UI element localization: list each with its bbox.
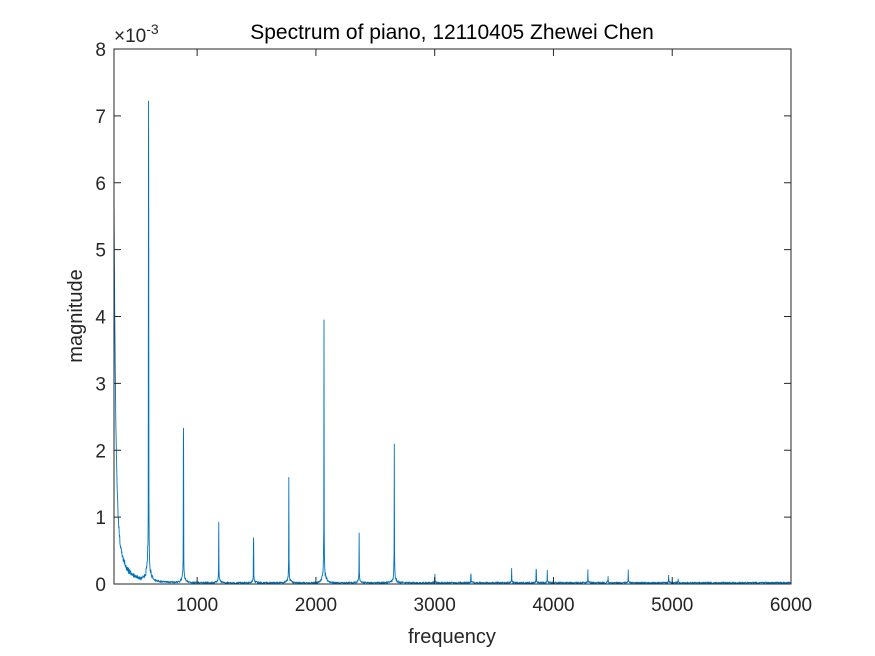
spectrum-line [113, 100, 792, 585]
x-ticks: 1000 2000 3000 4000 5000 6000 [176, 49, 812, 616]
plot-area [114, 49, 791, 584]
x-tick-label: 3000 [414, 595, 456, 616]
y-tick-label: 0 [95, 575, 106, 596]
x-tick-label: 5000 [651, 595, 693, 616]
y-tick-label: 3 [95, 374, 106, 395]
series-layer [113, 100, 792, 585]
x-tick-label: 1000 [176, 595, 218, 616]
y-tick-label: 8 [95, 40, 106, 61]
y-tick-label: 2 [95, 441, 106, 462]
y-tick-label: 7 [95, 107, 106, 128]
chart-title: Spectrum of piano, 12110405 Zhewei Chen [250, 21, 654, 44]
x-tick-label: 6000 [770, 595, 812, 616]
x-tick-label: 2000 [295, 595, 337, 616]
y-exponent-power: -3 [146, 21, 159, 37]
y-tick-label: 1 [95, 508, 106, 529]
x-axis-label: frequency [408, 626, 496, 648]
y-tick-label: 5 [95, 241, 106, 262]
y-axis-label: magnitude [65, 269, 87, 362]
y-exponent-label: ×10-3 [114, 21, 159, 47]
x-tick-label: 4000 [532, 595, 574, 616]
y-exponent-base: ×10 [114, 26, 146, 47]
y-ticks: 0 1 2 3 4 5 6 7 8 [95, 40, 791, 596]
y-tick-label: 6 [95, 174, 106, 195]
y-tick-label: 4 [95, 308, 106, 329]
